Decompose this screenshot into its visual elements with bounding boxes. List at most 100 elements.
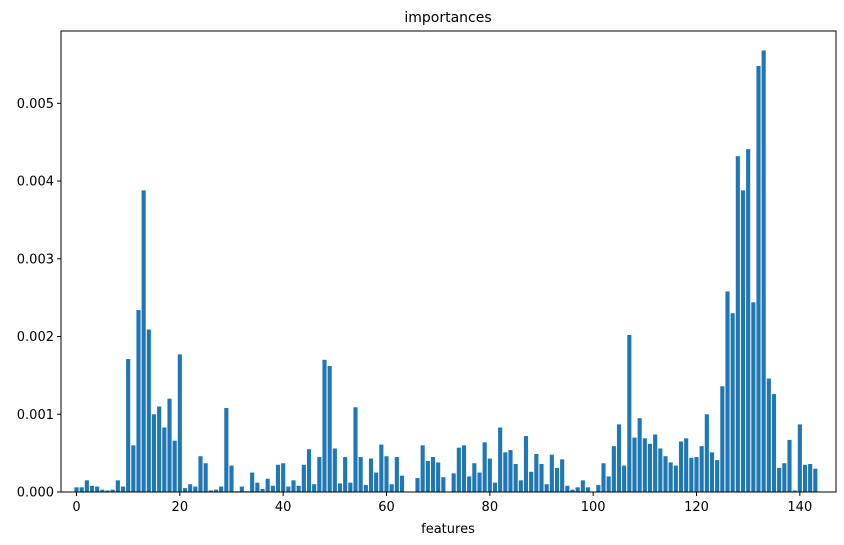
bar-feature-51 [337,483,343,492]
bar-feature-15 [151,414,157,492]
bar-feature-4 [95,486,100,492]
bar-feature-83 [503,452,508,492]
bar-feature-59 [379,444,384,492]
bar-feature-139 [792,490,797,492]
bar-feature-38 [270,485,275,492]
bar-feature-42 [291,480,296,492]
bar-feature-74 [456,447,461,492]
bar-feature-24 [198,456,203,492]
bar-feature-95 [565,485,570,492]
bar-feature-16 [157,406,162,492]
bar-feature-138 [787,439,792,492]
bar-feature-58 [374,472,379,492]
bar-feature-43 [296,485,301,492]
bar-feature-105 [616,424,622,492]
bar-feature-13 [141,190,146,492]
bar-feature-81 [492,482,498,492]
bar-feature-5 [100,489,105,492]
bar-feature-88 [529,471,534,492]
bar-feature-98 [580,480,585,492]
bar-feature-50 [332,448,337,492]
bar-feature-11 [131,445,136,492]
bar-feature-102 [601,463,606,492]
bar-feature-55 [358,457,363,492]
bar-feature-78 [477,472,482,492]
bar-feature-6 [105,490,110,492]
bar-feature-135 [771,394,777,492]
bar-feature-94 [560,459,565,492]
bar-feature-17 [162,427,167,492]
bar-feature-90 [539,464,544,492]
bar-feature-75 [461,445,467,492]
bar-feature-77 [472,463,477,492]
bar-feature-86 [518,480,523,492]
bar-feature-119 [689,457,694,492]
bar-feature-39 [275,464,281,492]
bar-feature-141 [802,464,808,492]
x-tick-label: 0 [72,500,80,515]
bar-feature-57 [368,458,374,492]
bar-feature-79 [482,442,487,492]
bar-feature-9 [120,486,126,492]
bar-feature-136 [777,467,782,492]
bar-feature-112 [653,434,658,492]
bar-feature-124 [715,460,720,492]
bar-feature-106 [622,465,627,492]
bar-feature-87 [523,436,529,492]
y-tick-label: 0.004 [17,175,54,190]
x-axis-ticks: 0 20 40 60 80 100 120 140 [72,492,812,515]
bar-feature-101 [596,485,601,492]
bar-feature-1 [79,487,84,492]
bar-feature-143 [813,468,818,492]
bar-feature-111 [647,443,653,492]
bar-feature-23 [193,486,198,492]
bar-feature-121 [699,446,704,492]
bar-feature-12 [136,310,141,492]
bar-feature-104 [611,446,616,492]
bar-feature-26 [208,490,213,492]
x-tick-label: 140 [787,500,812,515]
x-tick-label: 60 [378,500,395,515]
bar-feature-126 [725,291,730,492]
bar-feature-48 [322,359,327,492]
bar-feature-96 [570,489,575,492]
bar-feature-84 [508,450,513,492]
bar-feature-116 [673,465,678,492]
bar-feature-93 [554,467,560,492]
bar-feature-44 [301,464,306,492]
bar-feature-89 [534,453,539,492]
plot-area-frame [60,30,837,493]
bar-feature-97 [575,487,580,492]
y-tick-label: 0.001 [17,408,54,423]
bar-feature-19 [172,440,177,492]
y-tick-label: 0.003 [17,252,54,267]
y-tick-label: 0.002 [17,330,54,345]
bar-feature-10 [126,359,131,492]
bar-feature-114 [663,456,668,492]
bar-feature-14 [146,329,151,492]
bar-feature-76 [467,476,472,492]
bar-feature-18 [167,398,172,492]
chart-title: importances [404,10,491,26]
bar-feature-128 [735,156,740,492]
bar-feature-41 [286,486,291,492]
bar-feature-34 [250,472,255,492]
y-axis-ticks: 0.000 0.001 0.002 0.003 0.004 0.005 [17,97,61,501]
bar-feature-40 [281,463,286,492]
bar-feature-113 [658,448,663,492]
bar-feature-125 [720,386,725,492]
bar-feature-80 [487,458,492,492]
bar-feature-133 [761,50,766,492]
bar-feature-60 [384,456,389,492]
bar-feature-140 [797,424,802,492]
bar-feature-32 [239,486,244,492]
bar-feature-69 [430,457,436,492]
x-axis-label: features [421,522,475,537]
bar-feature-118 [684,438,689,492]
bar-feature-61 [389,484,394,492]
bar-feature-127 [730,313,735,492]
bar-feature-123 [709,452,715,492]
bar-feature-35 [255,482,260,492]
bar-feature-92 [549,454,554,492]
